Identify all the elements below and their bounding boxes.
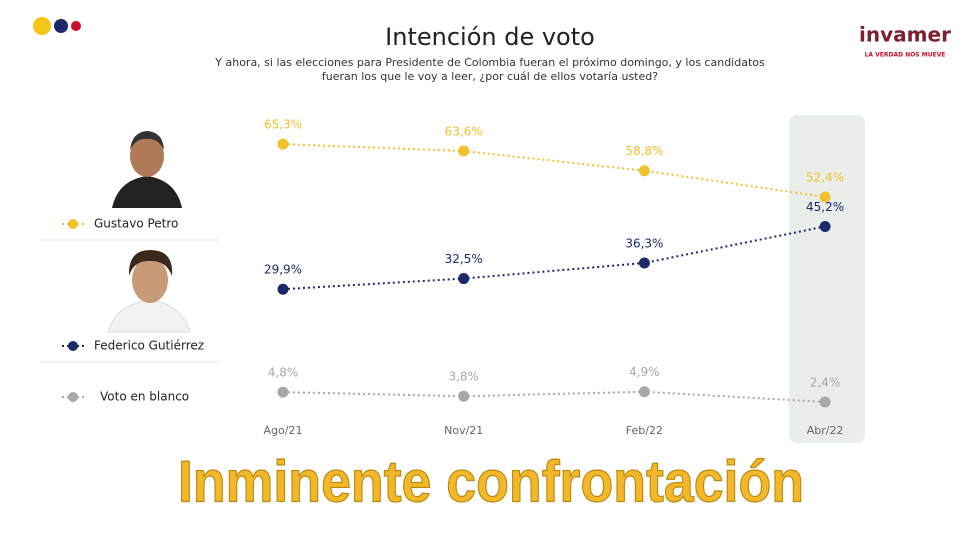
data-label: 3,8% (448, 370, 479, 384)
data-label: 45,2% (806, 200, 844, 214)
x-tick-label: Nov/21 (444, 424, 483, 437)
legend-label: Federico Gutiérrez (94, 339, 204, 353)
data-label: 65,3% (264, 118, 302, 132)
data-point (458, 273, 470, 285)
data-point (819, 220, 831, 232)
data-point (277, 283, 289, 295)
data-label: 4,9% (629, 365, 660, 379)
data-label: 32,5% (445, 252, 483, 266)
data-point (458, 145, 470, 157)
x-tick-label: Abr/22 (807, 424, 844, 437)
chart-subtitle: Y ahora, si las elecciones para Presiden… (215, 56, 765, 83)
candidate-photo (103, 250, 191, 333)
data-point (277, 386, 289, 398)
legend-label: Voto en blanco (100, 390, 189, 404)
series-line (282, 225, 826, 291)
series-line (282, 390, 826, 403)
caption: Inminente confrontación (178, 449, 804, 514)
logo-dot (33, 17, 51, 35)
data-point (819, 191, 831, 203)
legend-label: Gustavo Petro (94, 217, 178, 231)
data-label: 63,6% (445, 125, 483, 139)
data-point (277, 138, 289, 150)
brand-tagline: LA VERDAD NOS MUEVE (865, 52, 946, 59)
legend-swatch (68, 392, 78, 402)
data-label: 4,8% (268, 366, 299, 380)
data-point (638, 257, 650, 269)
data-label: 58,8% (625, 144, 663, 158)
subtitle-box: Y ahora, si las elecciones para Presiden… (215, 56, 765, 83)
legend-swatch (68, 341, 78, 351)
data-point (458, 390, 470, 402)
data-label: 29,9% (264, 263, 302, 277)
brand-logo: invamer (859, 23, 951, 47)
x-tick-label: Feb/22 (626, 424, 663, 437)
series-line (282, 143, 826, 198)
highlight-band (789, 115, 865, 443)
data-label: 2,4% (810, 375, 841, 389)
logo-dot (71, 21, 81, 31)
legend-swatch (68, 219, 78, 229)
data-point (638, 165, 650, 177)
candidate-photo (103, 128, 191, 208)
chart-title: Intención de voto (385, 23, 595, 51)
x-tick-label: Ago/21 (264, 424, 303, 437)
data-point (638, 386, 650, 398)
data-label: 52,4% (806, 170, 844, 184)
data-point (819, 396, 831, 408)
data-label: 36,3% (625, 236, 663, 250)
logo-dot (54, 19, 68, 33)
